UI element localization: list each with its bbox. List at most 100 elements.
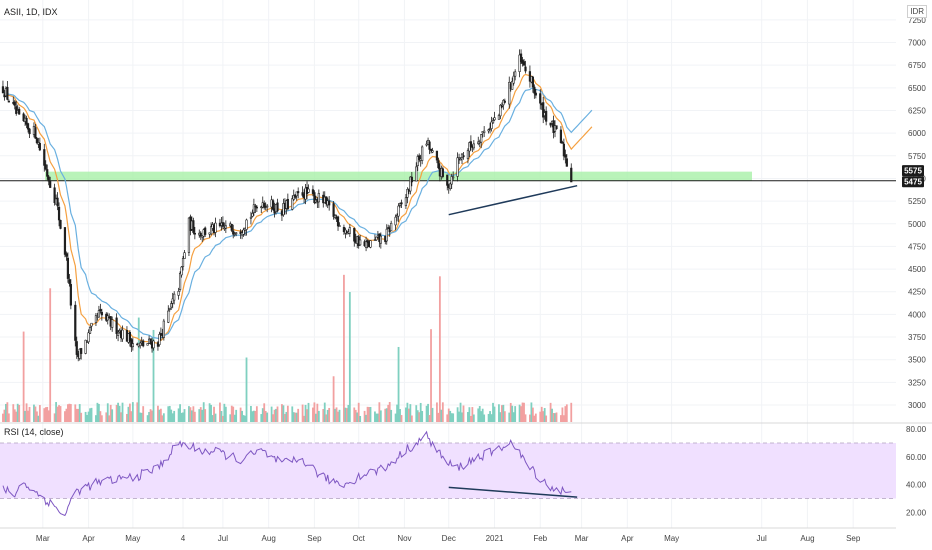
candle-body [353, 227, 356, 242]
volume-bar [58, 405, 60, 422]
price-tick-label: 6250 [908, 106, 926, 115]
candle [158, 331, 161, 347]
candle [452, 171, 455, 181]
candle-body [416, 156, 419, 167]
volume-bar [409, 404, 412, 422]
volume-bar [502, 404, 505, 422]
volume-bar [356, 412, 359, 422]
candle [514, 69, 517, 81]
candle [97, 305, 100, 318]
volume-bar [542, 411, 545, 422]
candle-body [15, 106, 18, 114]
candle-body [168, 307, 171, 310]
candle-body [301, 192, 304, 196]
price-tick-label: 3250 [908, 378, 926, 387]
candle [342, 224, 346, 235]
candle [68, 273, 71, 287]
candle-body [431, 150, 434, 153]
volume-bar [223, 403, 226, 422]
volume-bar [461, 412, 463, 422]
price-tick-label: 5000 [908, 220, 926, 229]
volume-bar [7, 413, 10, 422]
candle [178, 271, 182, 292]
candle-body [181, 258, 185, 267]
candle-body [499, 104, 502, 117]
volume-bar [44, 407, 47, 422]
candle-body [480, 134, 483, 143]
volume-bar [89, 408, 91, 422]
volume-bar [385, 408, 388, 422]
volume-bar [146, 415, 149, 422]
candle-body [221, 222, 224, 227]
price-trendline [448, 184, 578, 216]
volume-bar [307, 402, 310, 422]
candle-body [204, 227, 207, 235]
volume-bar [127, 406, 130, 422]
candle [13, 99, 16, 110]
candle [18, 106, 21, 115]
candle [490, 116, 493, 132]
volume-bar [115, 404, 118, 422]
volume-bar [508, 412, 511, 422]
candle-body [75, 341, 78, 355]
price-tick-label: 4750 [908, 242, 926, 251]
volume-bar [108, 415, 111, 422]
candle [416, 154, 419, 172]
volume-bar [106, 403, 109, 422]
volume-bar [437, 412, 440, 422]
candle-body [338, 225, 341, 227]
volume-bar [554, 413, 556, 422]
candle [128, 330, 131, 347]
candle [450, 173, 453, 189]
candle-body [394, 216, 397, 226]
volume-bar [449, 410, 452, 422]
candle [333, 213, 337, 220]
volume-bar [416, 410, 419, 422]
candle [511, 77, 514, 90]
volume-bar [363, 410, 366, 422]
volume-bar [540, 406, 543, 422]
candle-body [295, 191, 298, 197]
volume-bar [419, 402, 422, 422]
volume-bar [306, 409, 308, 422]
candle [181, 256, 185, 271]
volume-bar [219, 402, 221, 422]
volume-bar [59, 406, 62, 422]
volume-bar [489, 411, 491, 422]
candle-body [230, 224, 233, 231]
candle-body [490, 121, 493, 129]
candle-body [332, 203, 335, 217]
candle-body [90, 322, 93, 327]
volume-bar [239, 407, 242, 422]
candle-body [209, 226, 213, 235]
candle [276, 198, 279, 213]
volume-bar [55, 402, 57, 422]
candle [282, 198, 285, 217]
candle [493, 111, 496, 122]
currency-label[interactable]: IDR [907, 5, 927, 18]
volume-bar [297, 408, 300, 422]
candle-body [534, 92, 537, 96]
volume-bar [254, 410, 257, 422]
volume-bar [487, 413, 490, 422]
volume-bar [74, 404, 77, 422]
candle [431, 147, 434, 154]
candle [34, 124, 37, 139]
rsi-band [0, 443, 896, 499]
price-marker-label: 5475 [904, 178, 922, 187]
candle-body [38, 143, 41, 151]
volume-bar [425, 405, 428, 422]
candle-body [235, 232, 238, 235]
volume-bar [322, 409, 325, 422]
volume-bar [509, 402, 512, 422]
candle [385, 224, 388, 245]
candle-body [406, 189, 409, 198]
candle [311, 185, 315, 197]
candle-body [187, 217, 191, 253]
trendlines [448, 184, 578, 216]
candle-body [398, 203, 402, 206]
candle-body [514, 71, 517, 77]
candle [1, 80, 5, 94]
volume-bar [13, 409, 16, 422]
